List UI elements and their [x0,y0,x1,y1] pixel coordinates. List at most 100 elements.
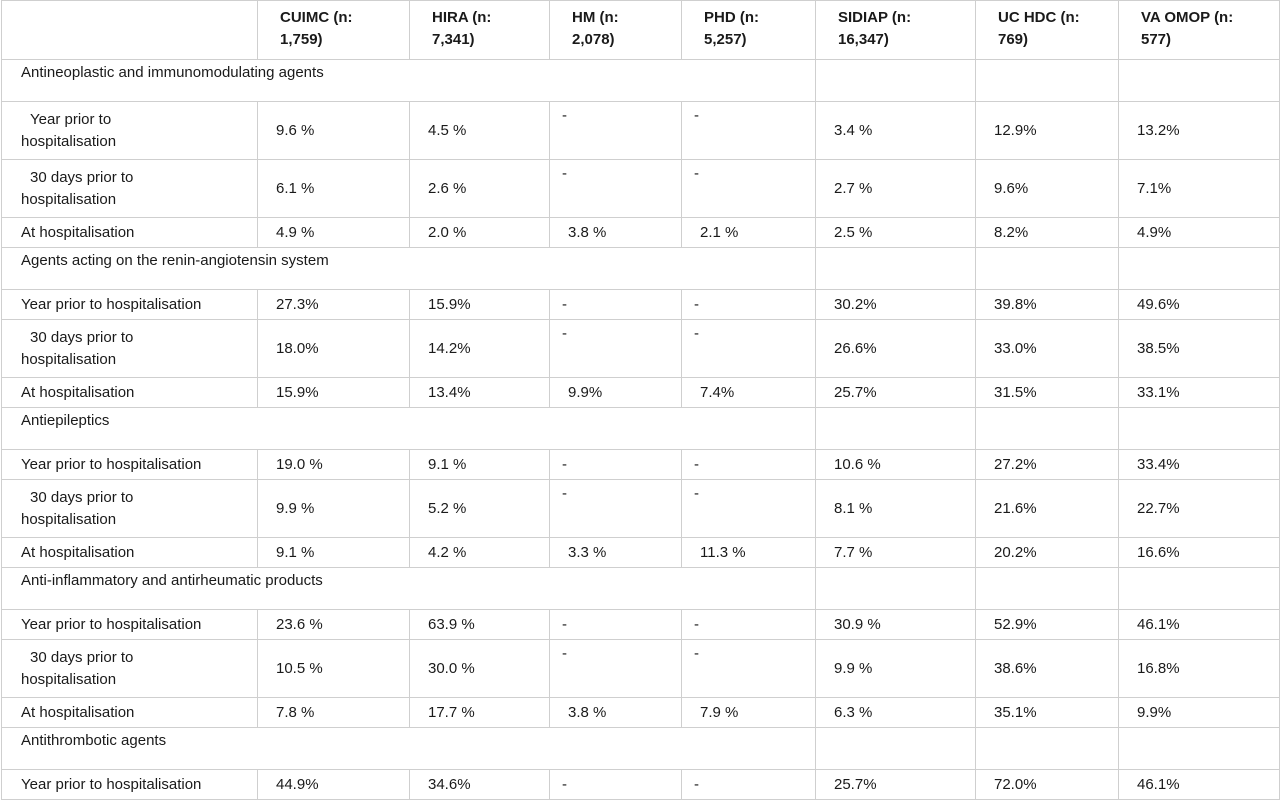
header-line: 5,257) [704,31,747,48]
empty-cell [1118,59,1280,102]
value-cell: 6.1 % [257,159,410,218]
header-phd: PHD (n: 5,257) [681,0,816,60]
value-cell: 9.6 % [257,101,410,160]
value-cell: 7.4% [681,377,816,408]
header-cuimc: CUIMC (n: 1,759) [257,0,410,60]
table-row: Year prior to hospitalisation 19.0 % 9.1 %… [1,449,1280,480]
header-hira: HIRA (n: 7,341) [409,0,550,60]
value-cell: 2.7 % [815,159,976,218]
value-cell: 13.4% [409,377,550,408]
value-cell: 63.9 % [409,609,550,640]
table-body: Antineoplastic and immunomodulating agen… [1,59,1280,800]
row-label-line: Year prior to hospitalisation [21,295,202,313]
value-cell: 33.4% [1118,449,1280,480]
row-label: At hospitalisation [1,377,258,408]
value-cell: 7.9 % [681,697,816,728]
value-cell: 38.5% [1118,319,1280,378]
row-label: Year prior to hospitalisation [1,769,258,800]
value-cell: 4.9 % [257,217,410,248]
value-cell: 18.0% [257,319,410,378]
value-cell: 7.7 % [815,537,976,568]
value-cell: 8.1 % [815,479,976,538]
row-label: 30 days prior to hospitalisation [1,639,258,698]
value-cell: - [681,319,816,378]
row-label: Year prior to hospitalisation [1,289,258,320]
value-cell: 25.7% [815,377,976,408]
row-label-line: 30 days prior to [30,649,134,666]
row-label: 30 days prior to hospitalisation [1,319,258,378]
value-cell: - [549,449,682,480]
value-cell: 9.6% [975,159,1119,218]
value-cell: 14.2% [409,319,550,378]
row-label-line: 30 days prior to [30,169,134,186]
value-cell: 30.0 % [409,639,550,698]
value-cell: - [681,479,816,538]
header-line: 577) [1141,31,1172,48]
table-row: 30 days prior to hospitalisation 18.0% 14.2… [1,319,1280,378]
row-label: 30 days prior to hospitalisation [1,479,258,538]
value-cell: 9.9% [549,377,682,408]
header-line: 7,341) [432,31,475,48]
value-cell: - [549,639,682,698]
value-cell: 27.2% [975,449,1119,480]
header-line: 1,759) [280,31,323,48]
value-cell: - [681,159,816,218]
value-cell: - [549,769,682,800]
row-label-line: At hospitalisation [21,383,135,401]
value-cell: 3.3 % [549,537,682,568]
table-row: Year prior to hospitalisation 27.3% 15.9% -… [1,289,1280,320]
value-cell: 11.3 % [681,537,816,568]
table-row: Year prior to hospitalisation 9.6 % 4.5 % - -… [1,101,1280,160]
section-header-row: Agents acting on the renin-angiotensin s… [1,247,1280,290]
header-row: CUIMC (n: 1,759) HIRA (n: 7,341) HM (n: 2,0… [1,0,1280,60]
value-cell: 3.4 % [815,101,976,160]
section-header-row: Antineoplastic and immunomodulating agen… [1,59,1280,102]
empty-cell [1118,407,1280,450]
row-label: 30 days prior to hospitalisation [1,159,258,218]
value-cell: - [549,101,682,160]
row-label-line: hospitalisation [21,133,117,150]
section-title: Antiepileptics [1,407,816,450]
empty-cell [1118,567,1280,610]
row-label-line: hospitalisation [21,511,117,528]
value-cell: 4.9% [1118,217,1280,248]
row-label-line: At hospitalisation [21,703,135,721]
value-cell: 22.7% [1118,479,1280,538]
value-cell: 6.3 % [815,697,976,728]
row-label: Year prior to hospitalisation [1,609,258,640]
value-cell: 31.5% [975,377,1119,408]
value-cell: 26.6% [815,319,976,378]
table-row: 30 days prior to hospitalisation 10.5 % 30.… [1,639,1280,698]
table-row: Year prior to hospitalisation 23.6 % 63.9 … [1,609,1280,640]
value-cell: 2.5 % [815,217,976,248]
header-hm: HM (n: 2,078) [549,0,682,60]
value-cell: - [681,289,816,320]
value-cell: 19.0 % [257,449,410,480]
value-cell: 7.8 % [257,697,410,728]
value-cell: 12.9% [975,101,1119,160]
row-label: At hospitalisation [1,697,258,728]
empty-cell [975,59,1119,102]
value-cell: 15.9% [257,377,410,408]
row-label: At hospitalisation [1,217,258,248]
header-sidiap: SIDIAP (n: 16,347) [815,0,976,60]
table-row: Year prior to hospitalisation 44.9% 34.6% -… [1,769,1280,800]
value-cell: - [681,449,816,480]
row-label-line: hospitalisation [21,671,117,688]
value-cell: 9.9% [1118,697,1280,728]
value-cell: - [549,289,682,320]
value-cell: 15.9% [409,289,550,320]
empty-cell [1118,727,1280,770]
value-cell: 4.5 % [409,101,550,160]
row-label-line: 30 days prior to [30,329,134,346]
header-line: HIRA (n: [432,9,492,26]
empty-cell [975,407,1119,450]
value-cell: 2.1 % [681,217,816,248]
header-line: 2,078) [572,31,615,48]
value-cell: 16.6% [1118,537,1280,568]
value-cell: 23.6 % [257,609,410,640]
header-line: UC HDC (n: [998,9,1080,26]
value-cell: 27.3% [257,289,410,320]
empty-cell [815,567,976,610]
